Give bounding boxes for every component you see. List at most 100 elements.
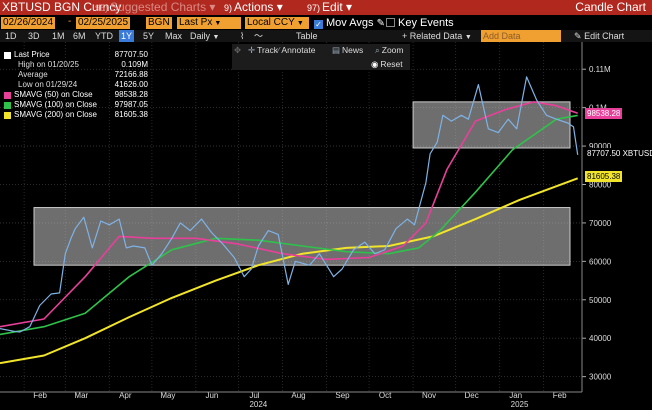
x-tick-label: Jun: [205, 391, 218, 400]
zoom-button[interactable]: ⌕ Zoom: [375, 45, 404, 56]
legend-value: 0.109M: [121, 60, 148, 69]
period-1y[interactable]: 1Y: [119, 30, 135, 42]
checkbox-empty-icon: [386, 18, 395, 27]
x-tick-label: Oct: [379, 391, 392, 400]
chevron-down-icon: ▾: [346, 0, 353, 14]
pencil-icon[interactable]: ✎: [376, 18, 385, 29]
chart-toolbar: ✥ ✛ Track ∕ Annotate ▤ News ⌕ Zoom ◉ Reset: [232, 44, 410, 70]
y-tick-label: 50000: [589, 296, 612, 305]
chevron-down-icon: ▼: [214, 20, 222, 27]
suggested-charts-label: Suggested Charts: [110, 0, 207, 14]
frequency-value: Daily: [190, 31, 211, 41]
legend-smavg100[interactable]: SMAVG (100) on Close 97987.05: [4, 100, 148, 110]
add-data-input[interactable]: Add Data: [481, 30, 561, 42]
crosshair-icon: ✛: [248, 45, 256, 55]
y-tick-label: 80000: [589, 180, 612, 189]
x-tick-label: Mar: [74, 391, 88, 400]
key-events-label: Key Events: [398, 17, 454, 29]
legend-smavg200[interactable]: SMAVG (200) on Close 81605.38: [4, 110, 148, 120]
period-6m[interactable]: 6M: [73, 31, 86, 41]
checkbox-checked-icon: ✓: [314, 20, 323, 29]
end-date-field[interactable]: 02/25/2025: [76, 17, 131, 29]
chevron-down-icon: ▾: [209, 0, 216, 14]
x-tick-label: Apr: [119, 391, 132, 400]
period-3d[interactable]: 3D: [28, 31, 40, 41]
x-tick-label: Dec: [465, 391, 479, 400]
y-tick-label: 0.11M: [589, 65, 611, 74]
legend-last-price: Last Price 87707.50: [4, 50, 148, 60]
annotate-label: Annotate: [281, 45, 316, 55]
y-tick-label: 60000: [589, 257, 612, 266]
legend-low: Low on 01/29/24 41626.00: [4, 80, 148, 90]
x-year-label: 2024: [249, 400, 267, 409]
edit-chart-label: Edit Chart: [584, 31, 625, 41]
x-tick-label: Nov: [422, 391, 436, 400]
y-tick-label: 70000: [589, 219, 612, 228]
y-tick-label: 30000: [589, 373, 612, 382]
legend-label: Low on 01/29/24: [18, 80, 78, 89]
legend-smavg50[interactable]: SMAVG (50) on Close 98538.28: [4, 90, 148, 100]
date-range-dash: -: [68, 16, 72, 27]
x-tick-label: Feb: [553, 391, 567, 400]
period-5y[interactable]: 5Y: [143, 31, 155, 41]
menu-number: 96): [95, 3, 109, 13]
reset-icon: ◉: [371, 59, 379, 69]
x-tick-label: Sep: [335, 391, 350, 400]
chart-series: [0, 76, 579, 365]
actions-label: Actions: [234, 0, 274, 14]
legend-swatch: [4, 102, 11, 109]
news-icon: ▤: [332, 45, 341, 55]
start-date-field[interactable]: 02/26/2024: [1, 17, 56, 29]
price-field-select[interactable]: Last Px ▼: [177, 17, 241, 29]
pencil-line-icon: ∕: [278, 45, 280, 55]
reset-button[interactable]: ◉ Reset: [371, 59, 403, 70]
chevron-down-icon: ▼: [212, 34, 220, 41]
x-tick-label: Feb: [33, 391, 47, 400]
chart-style-icon[interactable]: ⌇: [240, 31, 245, 41]
source-value: BGN: [148, 17, 170, 28]
annotate-button[interactable]: ∕ Annotate: [278, 45, 315, 55]
edit-menu[interactable]: 97) Edit ▾: [307, 0, 352, 15]
currency-select[interactable]: Local CCY ▼: [245, 17, 309, 29]
key-events-checkbox[interactable]: Key Events: [386, 17, 454, 29]
legend-swatch: [4, 92, 11, 99]
x-axis: Feb Mar Apr May Jun Jul Aug Sep Oct Nov Dec Jan Feb 2…: [0, 391, 582, 409]
x-tick-label: Jul: [249, 391, 259, 400]
related-data-button[interactable]: + Related Data ▼: [402, 30, 472, 42]
security-ticker[interactable]: XBTUSD BGN Curncy: [2, 0, 122, 14]
line-style-icon[interactable]: 〜: [254, 31, 264, 41]
y-tick-label: 90000: [589, 142, 612, 151]
zoom-label: Zoom: [381, 45, 404, 55]
frequency-select[interactable]: Daily ▼: [190, 30, 219, 42]
source-field[interactable]: BGN: [146, 17, 172, 29]
mov-avgs-checkbox[interactable]: ✓ Mov Avgs ✎: [314, 17, 385, 30]
edit-chart-button[interactable]: ✎ Edit Chart: [574, 30, 624, 42]
legend-label: SMAVG (50) on Close: [14, 90, 93, 99]
news-button[interactable]: ▤ News: [332, 45, 363, 56]
legend-value: 98538.28: [114, 90, 148, 99]
chart-type-title: Candle Chart: [575, 0, 646, 14]
period-1m[interactable]: 1M: [52, 31, 65, 41]
x-tick-label: Aug: [291, 391, 305, 400]
suggested-charts-menu[interactable]: 96) Suggested Charts ▾: [95, 0, 215, 15]
track-button[interactable]: ✛ Track: [248, 45, 278, 56]
drag-handle-icon[interactable]: ✥: [234, 45, 242, 55]
chevron-down-icon: ▾: [276, 0, 283, 14]
period-bar: 1D 3D 1M 6M YTD 1Y 5Y Max Daily ▼ ⌇ 〜 Ta…: [0, 30, 652, 42]
period-max[interactable]: Max: [165, 31, 183, 41]
last-price-value-tag: 87707.50 XBTUSD: [585, 148, 652, 159]
x-tick-label: Jan: [509, 391, 522, 400]
menu-number: 9): [224, 3, 233, 13]
table-button[interactable]: Table: [296, 31, 318, 41]
series-line-smavg200: [0, 177, 579, 365]
x-tick-label: May: [160, 391, 175, 400]
legend-swatch: [4, 52, 11, 59]
period-ytd[interactable]: YTD: [95, 31, 113, 41]
shaded-ranges: [33, 101, 571, 266]
price-chart[interactable]: 300004000050000600007000080000900000.1M0…: [0, 42, 652, 410]
settings-icon: ✎: [574, 31, 582, 41]
actions-menu[interactable]: 9) Actions ▾: [224, 0, 283, 15]
related-data-label: + Related Data: [402, 31, 463, 41]
shaded-range: [412, 101, 571, 149]
period-1d[interactable]: 1D: [5, 31, 17, 41]
